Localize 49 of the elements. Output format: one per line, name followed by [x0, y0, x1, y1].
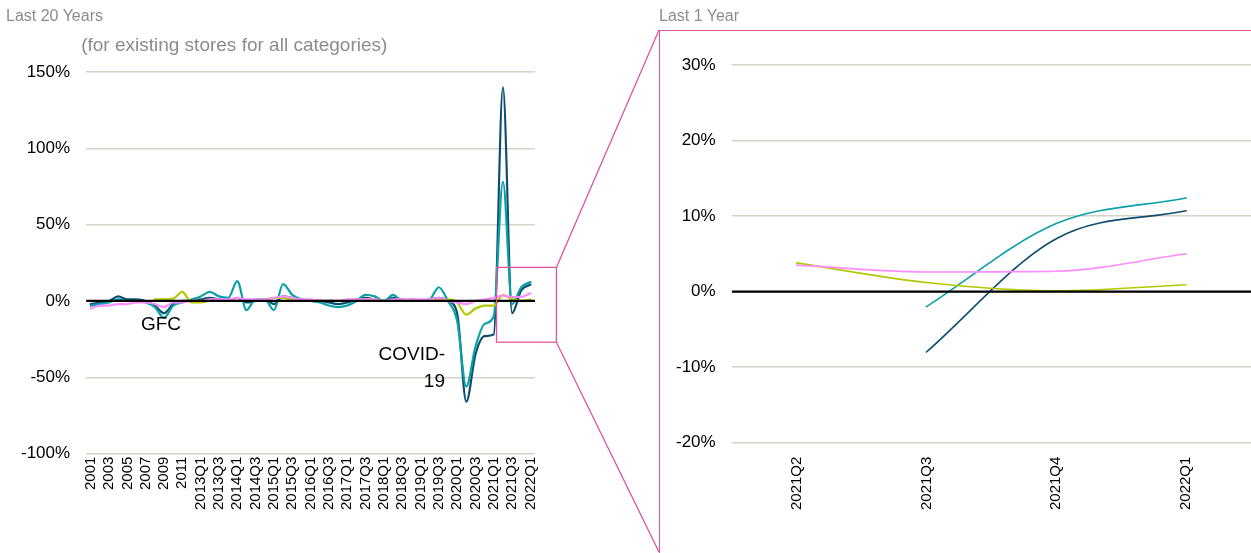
y-tick-label: 50% — [36, 214, 71, 234]
x-tick-label: 2017Q1 — [337, 456, 355, 511]
y-tick-label: -10% — [676, 356, 716, 376]
y-tick-label: 0% — [45, 290, 71, 310]
x-tick-label: 2021Q3 — [916, 456, 934, 511]
x-tick-label: 2001 — [80, 456, 98, 490]
x-tick-label: 2021Q1 — [483, 456, 501, 511]
chart-title: Last 20 Years — [6, 7, 103, 25]
x-tick-label: 2022Q1 — [520, 456, 538, 511]
x-tick-label: 2011 — [172, 456, 190, 489]
x-tick-label: 2017Q3 — [355, 456, 373, 511]
y-tick-label: 10% — [681, 205, 716, 225]
y-tick-label: 100% — [26, 138, 71, 158]
x-tick-label: 2015Q1 — [264, 456, 282, 511]
y-tick-label: -20% — [676, 432, 716, 452]
line-series — [89, 180, 532, 388]
x-tick-label: 2021Q3 — [502, 456, 520, 511]
x-tick-label: 2019Q3 — [428, 456, 446, 511]
annotation: COVID-19 — [378, 342, 445, 391]
x-tick-label: 2016Q3 — [319, 456, 337, 511]
x-tick-label: 2007 — [135, 456, 153, 490]
x-tick-label: 2015Q3 — [282, 456, 300, 511]
x-tick-label: 2003 — [99, 456, 117, 490]
chart-title: Last 1 Year — [659, 7, 740, 25]
y-tick-label: 0% — [691, 281, 716, 301]
annotation: GFC — [140, 313, 182, 335]
y-tick-label: 150% — [26, 61, 71, 81]
line-series — [89, 292, 532, 310]
x-tick-label: 2009 — [154, 456, 172, 490]
x-tick-label: 2018Q3 — [392, 456, 410, 511]
x-tick-label: 2022Q1 — [1176, 456, 1194, 511]
chart-subtitle: (for existing stores for all categories) — [81, 34, 388, 56]
y-tick-label: 20% — [681, 130, 716, 150]
x-tick-label: 2013Q1 — [190, 456, 208, 511]
x-tick-label: 2020Q3 — [465, 456, 483, 511]
x-tick-label: 2021Q4 — [1046, 456, 1064, 511]
x-tick-label: 2014Q1 — [227, 456, 245, 511]
x-tick-label: 2014Q3 — [245, 456, 263, 511]
x-tick-label: 2019Q1 — [410, 456, 428, 511]
y-tick-label: 30% — [681, 54, 716, 74]
x-tick-label: 2016Q1 — [300, 456, 318, 511]
x-tick-label: 2021Q2 — [786, 456, 804, 511]
y-tick-label: -100% — [21, 443, 71, 463]
x-tick-label: 2018Q1 — [373, 456, 391, 511]
x-tick-label: 2013Q3 — [209, 456, 227, 511]
x-tick-label: 2005 — [117, 456, 135, 490]
y-tick-label: -50% — [30, 366, 71, 386]
x-tick-label: 2020Q1 — [447, 456, 465, 511]
line-series — [795, 253, 1187, 273]
